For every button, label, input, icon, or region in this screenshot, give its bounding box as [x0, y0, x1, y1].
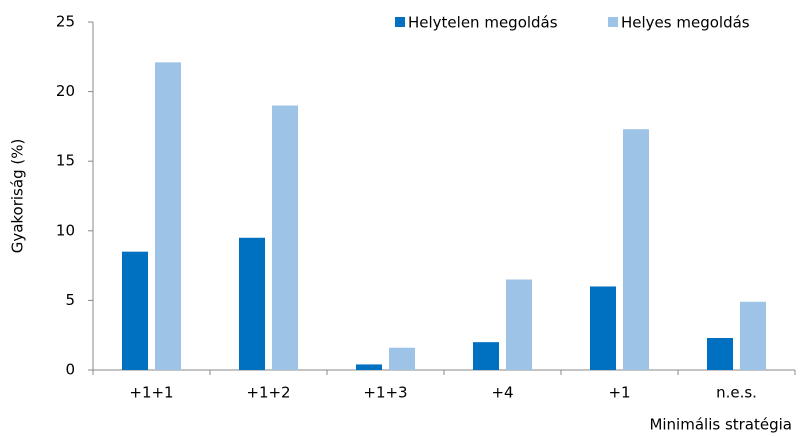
legend-label: Helyes megoldás: [621, 14, 750, 32]
bar: [122, 251, 148, 370]
x-tick-label: +4: [491, 384, 513, 402]
y-axis-label: Gyakoriság (%): [9, 139, 27, 254]
bar: [590, 286, 616, 370]
x-tick-label: +1: [608, 384, 630, 402]
x-tick-label: +1+2: [246, 384, 290, 402]
bar: [356, 364, 382, 370]
bar: [155, 62, 181, 370]
legend-label: Helytelen megoldás: [408, 14, 558, 32]
y-tick-label: 20: [56, 82, 75, 100]
bar: [506, 279, 532, 370]
x-tick-label: +1+1: [129, 384, 173, 402]
legend-swatch: [395, 17, 405, 27]
bar: [623, 129, 649, 370]
bar: [389, 347, 415, 370]
bar: [272, 105, 298, 371]
x-tick-label: +1+3: [363, 384, 407, 402]
y-tick-label: 15: [56, 152, 75, 170]
y-tick-label: 10: [56, 221, 75, 239]
bar: [740, 301, 766, 370]
y-tick-label: 5: [65, 291, 75, 309]
bar: [473, 342, 499, 370]
y-tick-label: 0: [65, 361, 75, 379]
x-axis-label: Minimális stratégia: [649, 416, 792, 434]
bar: [707, 337, 733, 370]
x-tick-label: n.e.s.: [716, 384, 757, 402]
y-tick-label: 25: [56, 13, 75, 31]
legend-swatch: [608, 17, 618, 27]
bar: [239, 237, 265, 370]
